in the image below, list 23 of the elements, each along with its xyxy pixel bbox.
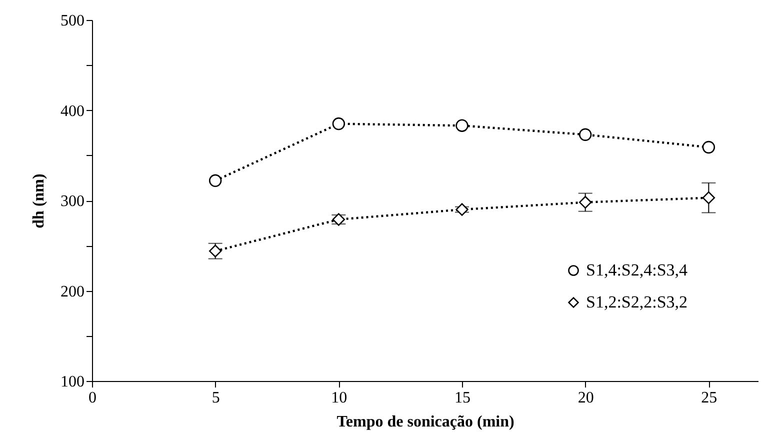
x-axis-title: Tempo de sonicação (min) (336, 414, 514, 430)
x-tick-label: 10 (331, 390, 348, 406)
point (578, 128, 592, 141)
x-tick-label: 5 (212, 390, 220, 406)
point (702, 140, 716, 154)
y-tick-label: 200 (60, 283, 84, 300)
legend-label: S1,4:S2,4:S3,4 (586, 260, 688, 280)
point (332, 117, 346, 130)
x-tick-label: 0 (88, 390, 96, 406)
y-tick-label: 400 (60, 102, 84, 120)
point (208, 174, 222, 187)
point (456, 119, 468, 132)
point (702, 191, 716, 204)
x-tick-label: 20 (578, 390, 594, 406)
point (578, 196, 592, 209)
x-tick-label: 15 (454, 390, 470, 406)
legend-label: S1,2:S2,2:S3,2 (586, 292, 688, 312)
x-tick-label: 25 (701, 390, 718, 406)
y-tick-label: 100 (60, 374, 84, 390)
point (456, 203, 468, 216)
y-tick-label: 300 (60, 193, 84, 210)
y-tick-label: 500 (60, 12, 84, 30)
y-axis-title: dh (nm) (30, 174, 48, 228)
